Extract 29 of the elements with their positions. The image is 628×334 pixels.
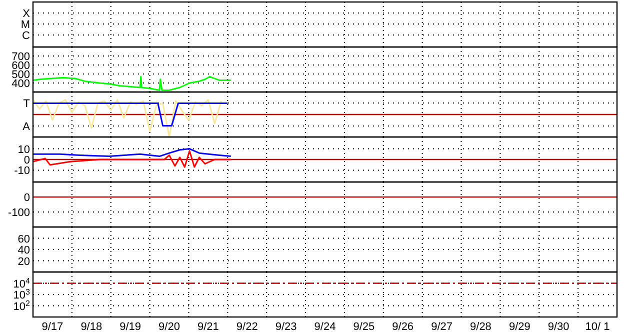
x-tick-label: 9/28 <box>470 321 492 333</box>
x-tick-label: 9/20 <box>158 321 180 333</box>
y-tick-label: 40 <box>18 244 30 256</box>
x-tick-label: 9/27 <box>431 321 453 333</box>
y-tick-label: 60 <box>18 233 30 246</box>
x-tick-label: 9/30 <box>548 321 570 333</box>
text: C <box>22 30 30 42</box>
y-tick-label: 20 <box>18 256 30 268</box>
category-label: A <box>22 121 30 133</box>
text: M <box>20 19 30 31</box>
x-tick-label: 9/22 <box>236 321 258 333</box>
x-tick-label: 9/29 <box>508 321 530 333</box>
x-tick-label: 9/23 <box>275 321 297 333</box>
y-tick-label: -10 <box>14 165 30 178</box>
x-tick-label: 9/21 <box>197 321 219 333</box>
x-tick-label: 9/17 <box>42 321 64 333</box>
x-tick-label: 9/18 <box>80 321 102 333</box>
y-tick-label: 0 <box>24 154 30 166</box>
y-tick-label: 400 <box>12 78 30 90</box>
text: X <box>22 8 31 20</box>
x-tick-label: 9/26 <box>392 321 414 333</box>
y-tick-label: 0 <box>24 192 30 204</box>
x-tick-label: 9/24 <box>314 321 336 333</box>
category-label: T <box>23 98 30 110</box>
x-tick-label: 9/19 <box>120 321 142 333</box>
y-tick-label: 10 <box>18 144 30 156</box>
y-tick-label: -100 <box>8 207 30 219</box>
x-tick-label: 10/ 1 <box>585 321 610 333</box>
x-tick-label: 9/25 <box>353 321 375 333</box>
